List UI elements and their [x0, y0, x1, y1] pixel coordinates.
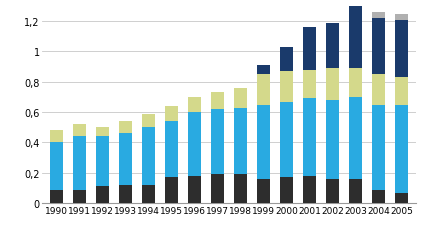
Bar — [280, 178, 293, 203]
Bar — [349, 97, 362, 179]
Bar — [395, 21, 408, 78]
Bar — [50, 190, 63, 203]
Bar — [142, 185, 155, 203]
Bar — [234, 88, 247, 108]
Bar — [349, 1, 362, 7]
Bar — [257, 105, 270, 179]
Bar — [257, 66, 270, 75]
Bar — [280, 102, 293, 178]
Bar — [395, 15, 408, 21]
Bar — [96, 137, 109, 187]
Bar — [372, 13, 385, 19]
Bar — [303, 99, 316, 176]
Bar — [349, 179, 362, 203]
Bar — [119, 134, 131, 185]
Bar — [257, 179, 270, 203]
Bar — [142, 114, 155, 128]
Bar — [96, 128, 109, 137]
Bar — [395, 193, 408, 203]
Bar — [119, 185, 131, 203]
Bar — [257, 75, 270, 105]
Bar — [326, 179, 339, 203]
Bar — [119, 122, 131, 134]
Bar — [211, 93, 224, 110]
Bar — [349, 7, 362, 69]
Bar — [280, 48, 293, 72]
Bar — [280, 72, 293, 102]
Bar — [165, 178, 178, 203]
Bar — [303, 176, 316, 203]
Bar — [234, 175, 247, 203]
Bar — [73, 125, 86, 137]
Bar — [372, 75, 385, 105]
Bar — [165, 122, 178, 178]
Bar — [372, 190, 385, 203]
Bar — [73, 190, 86, 203]
Bar — [326, 100, 339, 179]
Bar — [395, 105, 408, 193]
Bar — [326, 69, 339, 100]
Bar — [326, 24, 339, 69]
Bar — [165, 107, 178, 122]
Bar — [50, 143, 63, 190]
Bar — [211, 110, 224, 175]
Bar — [188, 113, 201, 176]
Bar — [372, 105, 385, 190]
Bar — [303, 28, 316, 70]
Bar — [96, 187, 109, 203]
Bar — [372, 19, 385, 75]
Bar — [73, 137, 86, 190]
Bar — [50, 131, 63, 143]
Bar — [142, 128, 155, 185]
Bar — [395, 78, 408, 105]
Bar — [188, 176, 201, 203]
Bar — [303, 70, 316, 99]
Bar — [211, 175, 224, 203]
Bar — [349, 69, 362, 97]
Bar — [188, 97, 201, 113]
Bar — [234, 108, 247, 175]
